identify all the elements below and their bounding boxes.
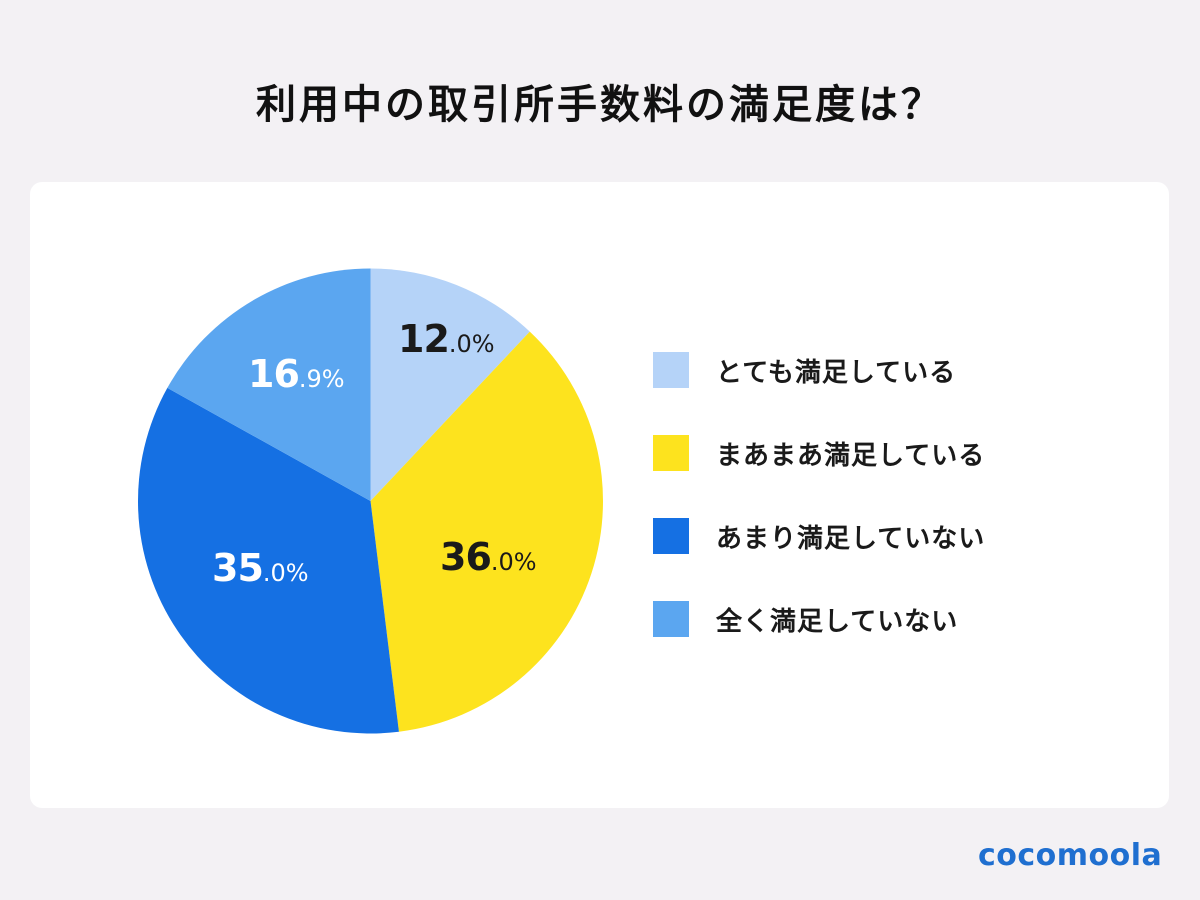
legend: とても満足している まあまあ満足している あまり満足していない 全く満足していな… xyxy=(653,352,985,684)
pie-slice-not-very-satisfied xyxy=(137,387,399,734)
legend-item-not-at-all-satisfied: 全く満足していない xyxy=(653,601,985,637)
slice-label-not-very-satisfied: 35.0% xyxy=(212,549,309,587)
pie-slice-not-at-all-satisfied xyxy=(167,268,371,501)
legend-swatch xyxy=(653,435,689,471)
legend-label: とても満足している xyxy=(716,357,957,388)
legend-swatch xyxy=(653,518,689,554)
slice-label-very-satisfied: 12.0% xyxy=(398,320,495,358)
legend-swatch xyxy=(653,601,689,637)
pie-slice-somewhat-satisfied xyxy=(370,331,603,732)
legend-item-not-very-satisfied: あまり満足していない xyxy=(653,518,985,554)
legend-item-very-satisfied: とても満足している xyxy=(653,352,985,388)
value-int: 12 xyxy=(398,317,450,361)
value-int: 35 xyxy=(212,546,264,590)
legend-label: 全く満足していない xyxy=(716,606,959,637)
legend-label: あまり満足していない xyxy=(716,523,986,554)
value-int: 16 xyxy=(248,352,300,396)
slice-label-somewhat-satisfied: 36.0% xyxy=(440,538,537,576)
brand-logo: cocomoola xyxy=(978,838,1163,873)
pie-slice-very-satisfied xyxy=(370,268,530,501)
value-dec: .9% xyxy=(298,365,345,393)
legend-swatch xyxy=(653,352,689,388)
value-dec: .0% xyxy=(262,559,309,587)
slice-label-not-at-all-satisfied: 16.9% xyxy=(248,355,345,393)
value-dec: .0% xyxy=(448,330,495,358)
legend-label: まあまあ満足している xyxy=(716,440,986,471)
legend-item-somewhat-satisfied: まあまあ満足している xyxy=(653,435,985,471)
chart-title: 利用中の取引所手数料の満足度は？ xyxy=(256,82,944,128)
value-dec: .0% xyxy=(490,548,537,576)
value-int: 36 xyxy=(440,535,492,579)
